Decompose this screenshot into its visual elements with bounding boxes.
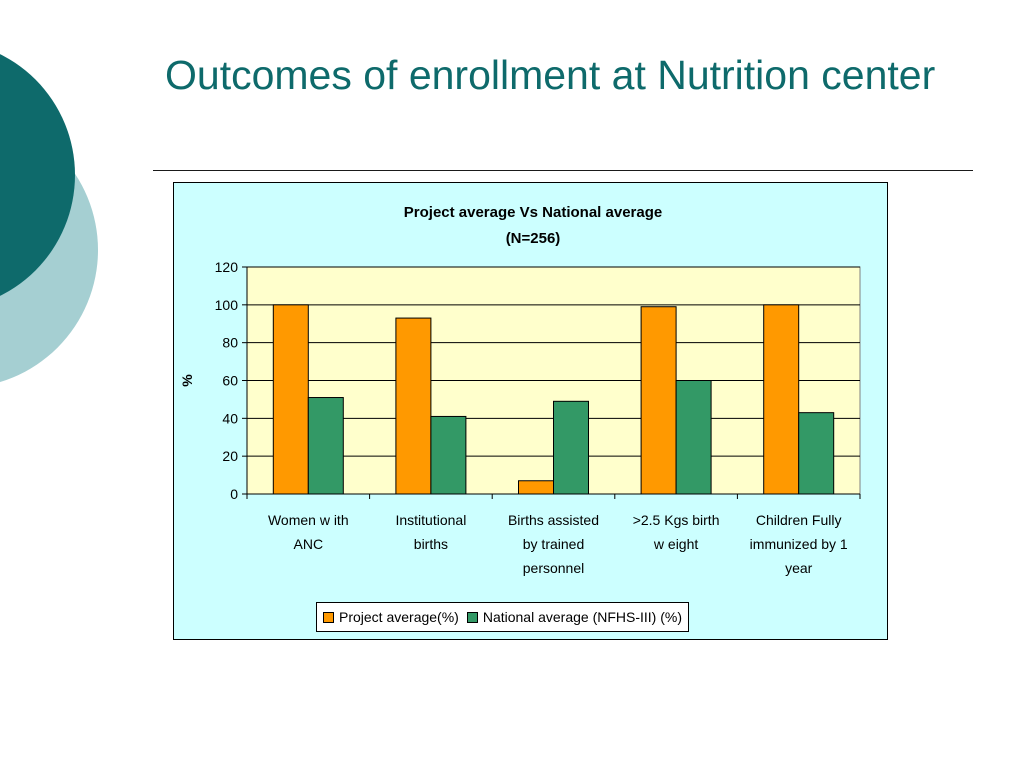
x-category-label: ANC: [294, 536, 324, 552]
chart-subtitle: (N=256): [506, 230, 561, 247]
bar-national-1: [430, 415, 467, 495]
y-axis-label: %: [179, 374, 195, 387]
y-tick-label: 20: [222, 448, 238, 464]
x-category-label: by trained: [523, 536, 584, 552]
x-category-label: Children Fully: [756, 512, 842, 528]
x-category-label: >2.5 Kgs birth: [633, 512, 720, 528]
x-category-label: Institutional: [395, 512, 466, 528]
x-category-label: personnel: [523, 560, 585, 576]
bar-national-0: [307, 397, 344, 495]
y-tick-label: 100: [215, 297, 239, 313]
x-category-label: Women w ith: [268, 512, 349, 528]
y-tick-label: 40: [222, 410, 238, 426]
x-category-label: Births assisted: [508, 512, 599, 528]
legend-item-national: National average (NFHS-III) (%): [466, 609, 682, 625]
y-tick-label: 80: [222, 335, 238, 351]
bar-national-4: [798, 412, 835, 495]
legend-label-project: Project average(%): [339, 609, 459, 625]
bar-project-2: [518, 480, 554, 495]
bar-project-3: [640, 306, 677, 495]
chart-legend: Project average(%) National average (NFH…: [316, 602, 689, 632]
bar-national-2: [553, 400, 589, 495]
title-divider: [153, 170, 973, 171]
bar-national-3: [675, 380, 712, 495]
legend-item-project: Project average(%): [323, 609, 459, 625]
slide-title: Outcomes of enrollment at Nutrition cent…: [165, 52, 936, 98]
legend-swatch-project: [323, 611, 334, 623]
bar-project-1: [395, 317, 432, 495]
x-category-label: year: [785, 560, 813, 576]
bar-project-0: [272, 304, 309, 495]
y-tick-label: 0: [230, 486, 238, 502]
chart-title: Project average Vs National average: [404, 204, 662, 221]
dark-circle-decoration: [0, 54, 75, 296]
chart-frame: Project average Vs National average (N=25…: [173, 182, 888, 640]
y-tick-label: 60: [222, 373, 238, 389]
bar-project-4: [763, 304, 800, 495]
x-category-label: immunized by 1: [750, 536, 848, 552]
decorative-circles: [0, 54, 98, 383]
bar-chart: Project average Vs National average (N=25…: [179, 204, 861, 576]
legend-label-national: National average (NFHS-III) (%): [482, 609, 682, 625]
x-category-label: births: [414, 536, 448, 552]
legend-swatch-national: [466, 611, 478, 623]
y-tick-label: 120: [215, 259, 239, 275]
x-category-label: w eight: [653, 536, 698, 552]
